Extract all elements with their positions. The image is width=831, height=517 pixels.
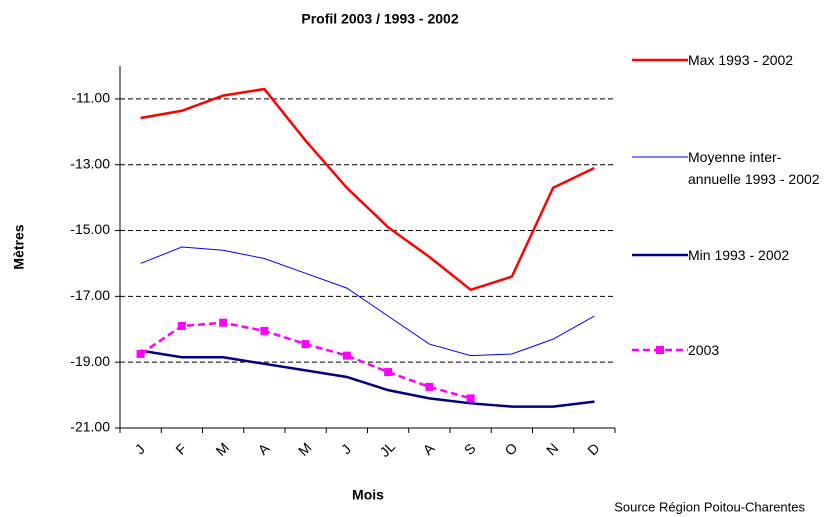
point-marker	[342, 351, 351, 360]
x-tick-label: D	[584, 440, 602, 458]
series-line	[140, 349, 595, 408]
point-marker	[425, 382, 434, 391]
point-marker	[384, 368, 393, 377]
x-tick-label: JL	[376, 438, 398, 460]
x-tick-label: M	[212, 439, 232, 459]
y-tick-label: -15.00	[70, 221, 110, 237]
point-marker	[301, 340, 310, 349]
y-tick-label: -19.00	[70, 353, 110, 369]
legend-label: Min 1993 - 2002	[688, 247, 790, 263]
point-marker	[260, 326, 269, 335]
x-axis-label: Mois	[352, 487, 384, 503]
legend-label: Max 1993 - 2002	[688, 52, 794, 68]
point-marker	[466, 394, 475, 403]
y-tick-label: -21.00	[70, 419, 110, 435]
x-tick-label: N	[543, 440, 561, 458]
series-line	[140, 246, 595, 357]
series-line	[139, 321, 471, 400]
legend-label: 2003	[688, 342, 720, 358]
x-tick-label: A	[419, 440, 437, 458]
point-marker	[136, 349, 145, 358]
x-tick-label: J	[338, 441, 354, 457]
x-tick-label: A	[254, 440, 272, 458]
x-tick-label: F	[172, 440, 189, 457]
point-marker	[219, 318, 228, 327]
legend-label: Moyenne inter-annuelle 1993 - 2002	[688, 149, 820, 187]
x-tick-label: J	[132, 441, 148, 457]
x-tick-label: O	[501, 439, 520, 458]
y-tick-label: -11.00	[71, 90, 110, 106]
y-axis-label: Mètres	[11, 224, 27, 269]
point-marker	[177, 321, 186, 330]
x-tick-label: S	[461, 440, 479, 458]
y-tick-label: -13.00	[70, 155, 110, 171]
source-note: Source Région Poitou-Charentes	[614, 499, 805, 514]
chart-title: Profil 2003 / 1993 - 2002	[301, 11, 458, 27]
y-tick-label: -17.00	[70, 287, 110, 303]
x-tick-label: M	[295, 439, 315, 459]
legend-marker	[656, 346, 664, 354]
series-line	[140, 87, 595, 292]
